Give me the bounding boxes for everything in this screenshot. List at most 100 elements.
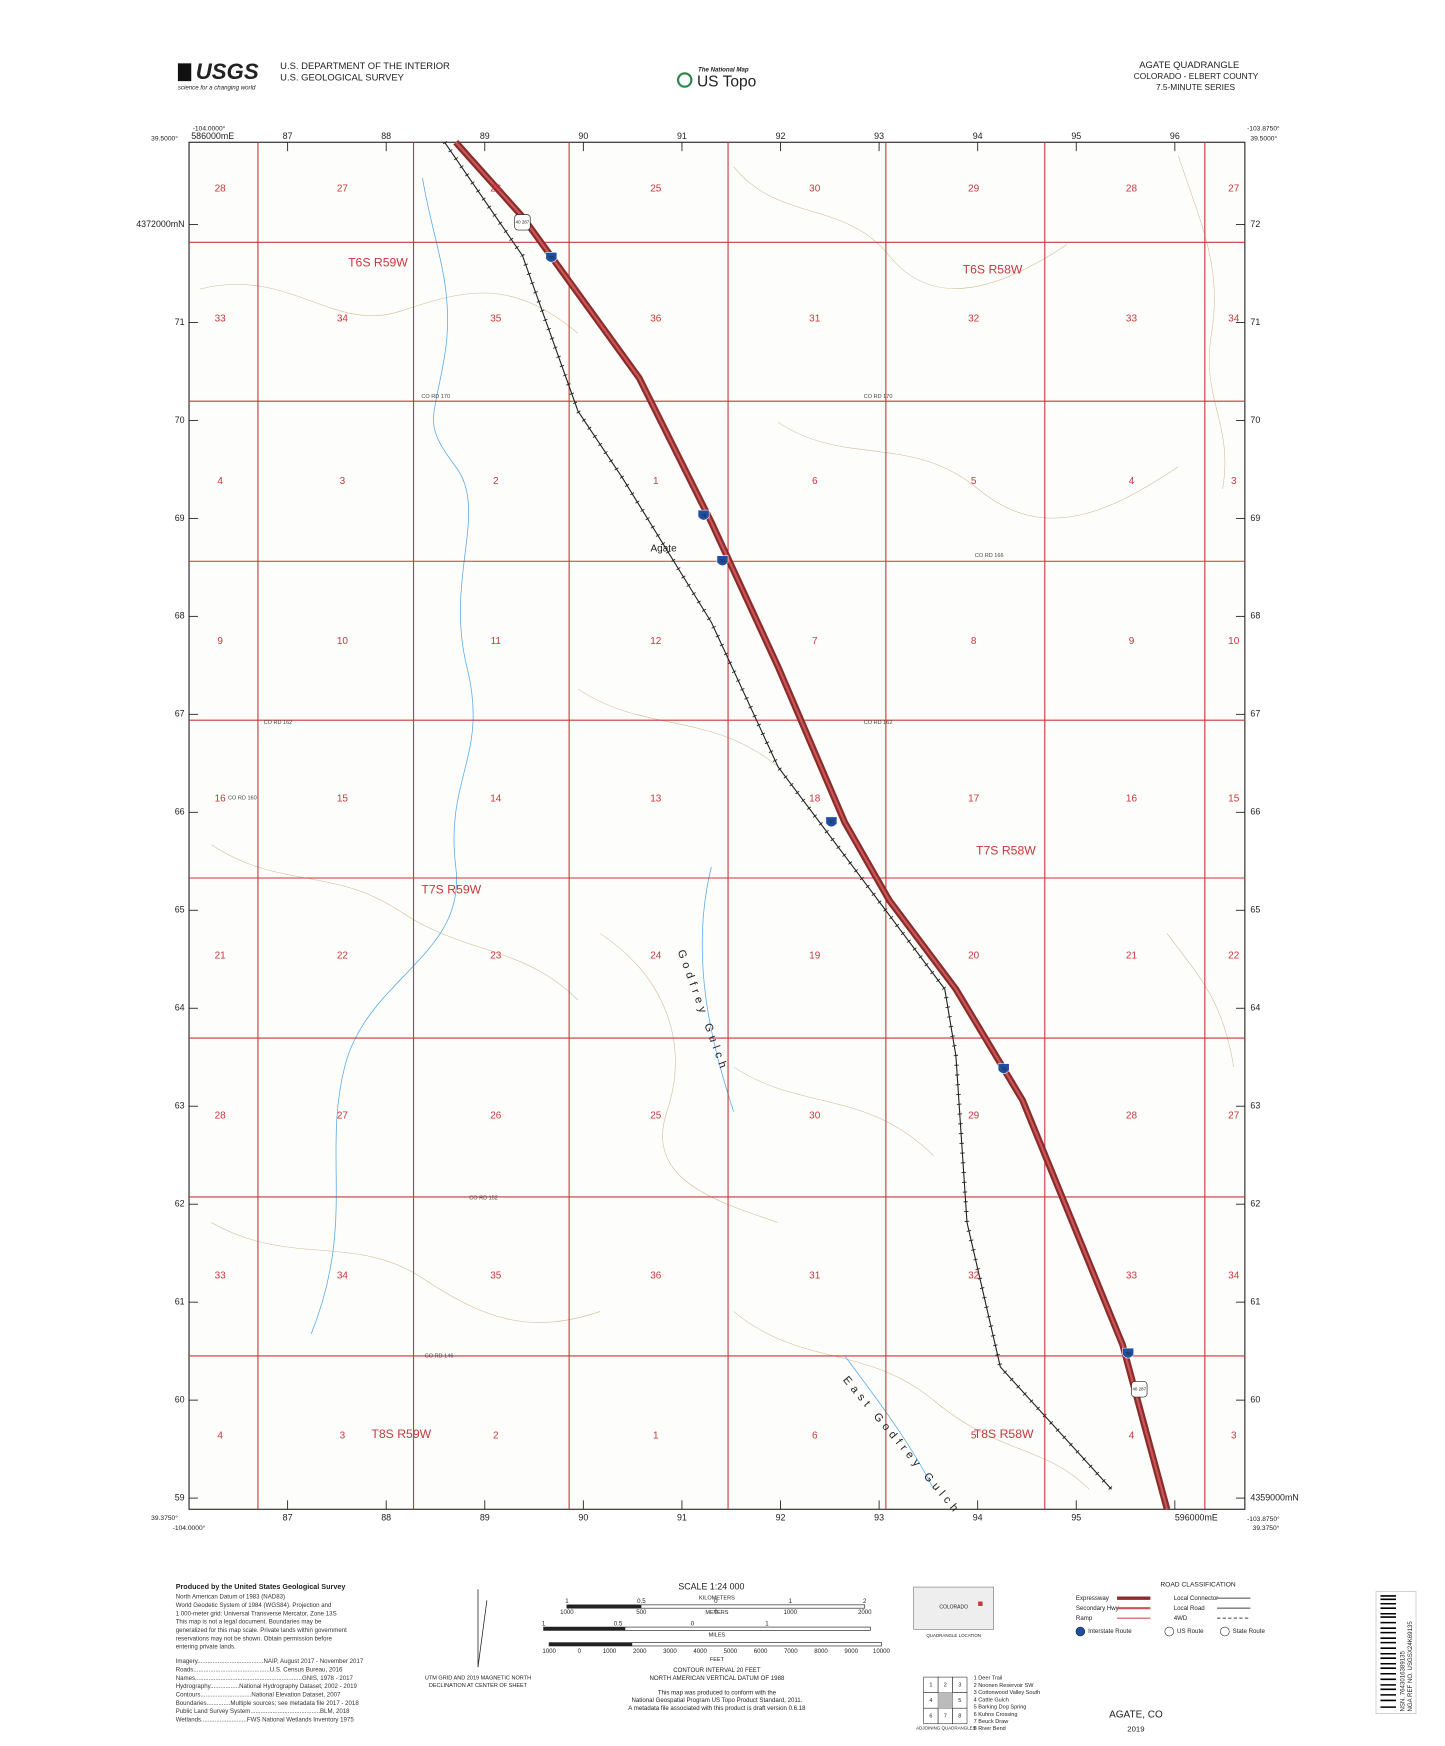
scale-unit: KILOMETERS xyxy=(699,1596,735,1602)
northing-label: 65 xyxy=(1250,905,1260,915)
barcode xyxy=(1380,1595,1397,1708)
section-number: 8 xyxy=(971,636,977,647)
series: 7.5-MINUTE SERIES xyxy=(1156,82,1236,92)
section-number: 12 xyxy=(650,636,662,647)
ft-label: 5000 xyxy=(724,1648,738,1655)
section-number: 22 xyxy=(1228,950,1240,961)
section-number: 34 xyxy=(337,314,349,325)
note-line: generalized for this map scale. Private … xyxy=(176,1627,347,1634)
northing-label: 66 xyxy=(175,807,185,817)
section-number: 28 xyxy=(1126,184,1138,195)
source-line: Roads...................................… xyxy=(176,1666,343,1673)
ft-label: 1000 xyxy=(603,1648,617,1655)
contour xyxy=(733,166,1068,289)
section-number: 2 xyxy=(493,476,499,487)
us-topo: US Topo xyxy=(697,73,756,90)
corner-coordinate: 39.5000° xyxy=(151,135,178,143)
corner-coordinate: -104.0000° xyxy=(173,1524,206,1532)
note-line: This map is not a legal document. Bounda… xyxy=(176,1619,322,1626)
usgs-logo-mark xyxy=(177,63,192,82)
easting-label: 92 xyxy=(776,131,786,141)
township-label: T7S R58W xyxy=(976,844,1036,858)
legend-item: Expressway xyxy=(1076,1595,1110,1602)
easting-label: 586000mE xyxy=(191,131,234,141)
legend-title: ROAD CLASSIFICATION xyxy=(1160,1582,1236,1589)
section-number: 17 xyxy=(968,794,980,805)
barcode-text: NSN. 7643016389135 xyxy=(1399,1650,1406,1711)
section-number: 3 xyxy=(1231,476,1237,487)
section-number: 33 xyxy=(215,314,227,325)
northing-label: 61 xyxy=(1250,1297,1260,1307)
contour xyxy=(1177,155,1226,490)
road-label: CO RD 162 xyxy=(864,720,893,726)
section-number: 28 xyxy=(1126,1110,1138,1121)
scale-bar-fill xyxy=(566,1604,642,1609)
section-number: 28 xyxy=(215,1110,227,1121)
us-route-shield xyxy=(1131,1381,1148,1398)
section-number: 22 xyxy=(337,950,349,961)
section-number: 34 xyxy=(337,1271,349,1282)
section-number: 21 xyxy=(1126,950,1138,961)
magnetic-north xyxy=(477,1600,488,1668)
mi-label: 0 xyxy=(691,1620,695,1627)
corner-coordinate: 39.3750° xyxy=(1253,1524,1280,1532)
northing-label: 72 xyxy=(1250,219,1260,229)
corner-coordinate: 39.5000° xyxy=(1250,135,1277,143)
section-number: 10 xyxy=(1228,636,1240,647)
scale-bar-fill xyxy=(543,1627,626,1631)
section-number: 35 xyxy=(490,1271,502,1282)
section-number: 30 xyxy=(809,184,821,195)
easting-label: 88 xyxy=(381,1513,391,1523)
adjoining-name: 4 Cattle Gulch xyxy=(974,1697,1009,1703)
national-map: The National Map xyxy=(698,67,749,74)
section-number: 3 xyxy=(1231,1431,1237,1442)
m-label: 0 xyxy=(714,1609,718,1616)
declination-text: UTM GRID AND 2019 MAGNETIC NORTH xyxy=(425,1676,531,1682)
interstate-shield xyxy=(997,1063,1010,1074)
place-name: Agate xyxy=(651,544,678,555)
adjoining-digit: 8 xyxy=(958,1713,961,1719)
section-number: 9 xyxy=(1129,636,1135,647)
township-label: T6S R59W xyxy=(348,256,408,270)
section-number: 32 xyxy=(968,1271,980,1282)
road-label: CO RD 166 xyxy=(975,553,1004,559)
barcode-text: NGA REF NO. USGSX24K69135 xyxy=(1407,1621,1414,1712)
us-topo-logo xyxy=(676,72,693,88)
section-number: 27 xyxy=(1228,1110,1240,1121)
section-number: 1 xyxy=(653,1431,659,1442)
contour xyxy=(577,688,779,768)
contour xyxy=(733,1311,1090,1490)
railroad xyxy=(444,141,1112,1490)
section-number: 13 xyxy=(650,794,662,805)
section-number: 31 xyxy=(809,1271,821,1282)
source-line: Imagery.................................… xyxy=(176,1658,364,1665)
contour xyxy=(733,1066,934,1157)
easting-label: 94 xyxy=(973,1513,983,1523)
township-label: T8S R59W xyxy=(371,1427,431,1441)
scale-unit: METERS xyxy=(705,1610,728,1616)
easting-label: 87 xyxy=(283,131,293,141)
legend-item: Local Connector xyxy=(1174,1595,1219,1602)
shield-number: 70 xyxy=(549,255,554,260)
section-number: 4 xyxy=(217,476,223,487)
northing-label: 70 xyxy=(175,415,185,425)
note-line: 1 000-meter grid: Universal Transverse M… xyxy=(176,1610,337,1617)
section-number: 14 xyxy=(490,794,502,805)
northing-label: 4359000mN xyxy=(1250,1492,1298,1502)
contour-text: CONTOUR INTERVAL 20 FEET xyxy=(673,1667,761,1674)
northing-label: 61 xyxy=(175,1297,185,1307)
section-number: 29 xyxy=(968,184,980,195)
source-line: Names...................................… xyxy=(176,1675,354,1682)
adjoining-name: 7 Beuck Draw xyxy=(974,1719,1010,1725)
km-label: 1 xyxy=(789,1598,793,1605)
section-number: 16 xyxy=(215,794,227,805)
ft-label: 3000 xyxy=(663,1648,677,1655)
ft-label: 0 xyxy=(578,1648,582,1655)
northing-label: 68 xyxy=(1250,611,1260,621)
shield-number: 40 287 xyxy=(1132,1386,1146,1391)
adjoining-name: 3 Cottonwood Valley South xyxy=(974,1690,1041,1696)
km-label: 0 xyxy=(714,1598,718,1605)
section-number: 1 xyxy=(653,476,659,487)
interstate-shield xyxy=(697,509,710,521)
